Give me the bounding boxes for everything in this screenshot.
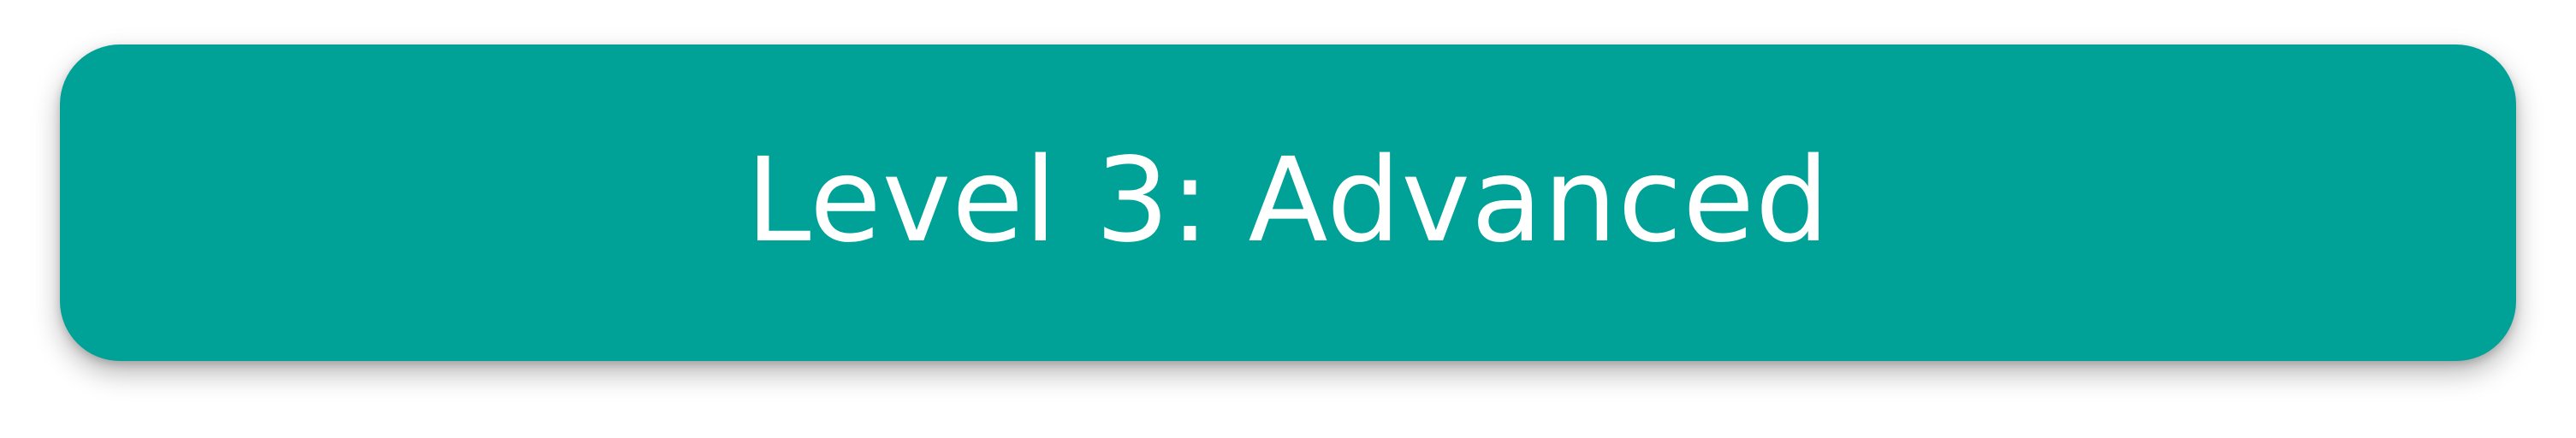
level-banner: Level 3: Advanced [60,44,2516,361]
level-title: Level 3: Advanced [745,133,1831,269]
